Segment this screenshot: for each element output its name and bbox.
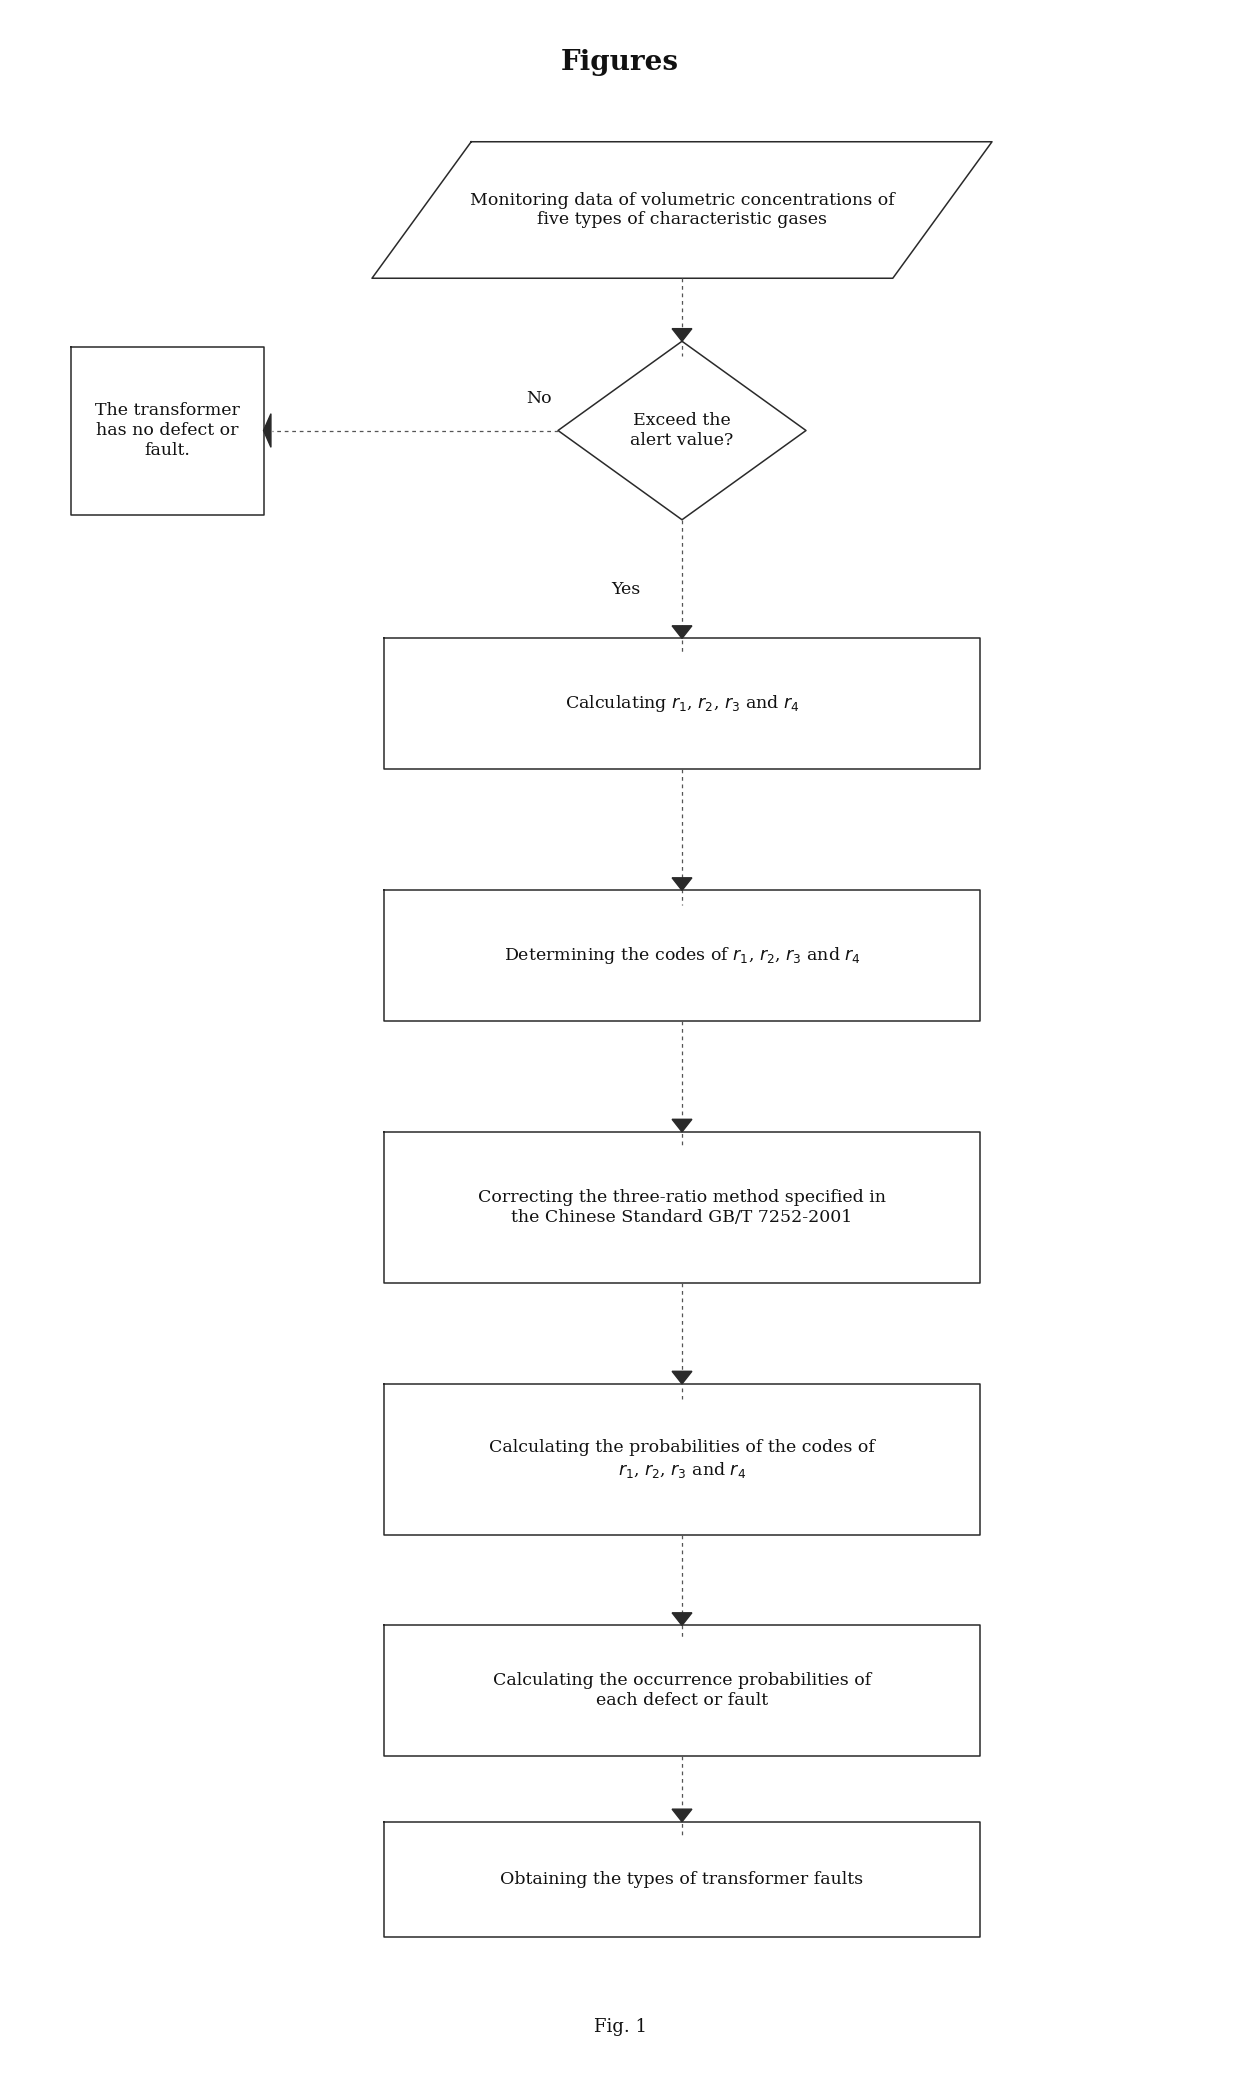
Polygon shape: [672, 1810, 692, 1823]
Text: Correcting the three-ratio method specified in
the Chinese Standard GB/T 7252-20: Correcting the three-ratio method specif…: [477, 1189, 887, 1226]
Polygon shape: [672, 328, 692, 340]
Polygon shape: [672, 1613, 692, 1625]
Text: The transformer
has no defect or
fault.: The transformer has no defect or fault.: [95, 403, 239, 458]
Text: Fig. 1: Fig. 1: [594, 2018, 646, 2035]
Polygon shape: [672, 878, 692, 890]
Text: Calculating the occurrence probabilities of
each defect or fault: Calculating the occurrence probabilities…: [492, 1672, 872, 1709]
Polygon shape: [672, 1371, 692, 1384]
Text: Calculating $r_1$, $r_2$, $r_3$ and $r_4$: Calculating $r_1$, $r_2$, $r_3$ and $r_4…: [564, 693, 800, 714]
Text: Figures: Figures: [560, 50, 680, 76]
Text: Determining the codes of $r_1$, $r_2$, $r_3$ and $r_4$: Determining the codes of $r_1$, $r_2$, $…: [503, 945, 861, 966]
Text: Yes: Yes: [611, 582, 641, 598]
Text: Calculating the probabilities of the codes of
$r_1$, $r_2$, $r_3$ and $r_4$: Calculating the probabilities of the cod…: [489, 1438, 875, 1480]
Text: Obtaining the types of transformer faults: Obtaining the types of transformer fault…: [501, 1871, 863, 1888]
Text: Exceed the
alert value?: Exceed the alert value?: [630, 412, 734, 449]
Text: Monitoring data of volumetric concentrations of
five types of characteristic gas: Monitoring data of volumetric concentrat…: [470, 191, 894, 229]
Polygon shape: [672, 626, 692, 638]
Polygon shape: [263, 414, 270, 447]
Text: No: No: [526, 391, 552, 407]
Polygon shape: [672, 1119, 692, 1132]
